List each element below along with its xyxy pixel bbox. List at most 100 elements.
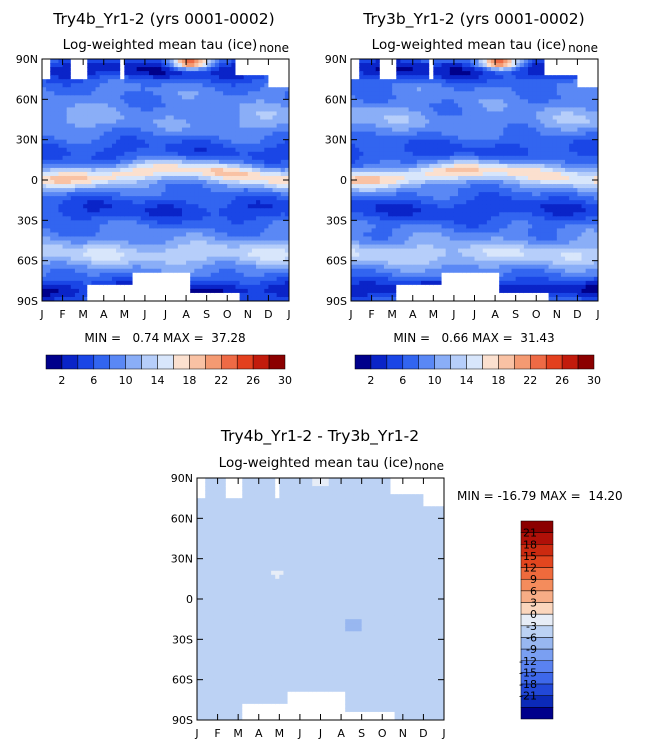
heatmap-cell bbox=[243, 91, 249, 96]
heatmap-cell bbox=[58, 99, 64, 104]
heatmap-cell bbox=[416, 244, 422, 250]
heatmap-cell bbox=[210, 175, 216, 181]
heatmap-cell bbox=[54, 284, 60, 290]
heatmap-cell bbox=[181, 292, 187, 298]
heatmap-cell bbox=[103, 232, 109, 238]
heatmap-cell bbox=[400, 63, 406, 68]
heatmap-cell bbox=[173, 252, 179, 258]
heatmap-cell bbox=[74, 252, 80, 258]
heatmap-cell bbox=[425, 123, 430, 129]
heatmap-cell bbox=[260, 276, 265, 282]
heatmap-cell bbox=[173, 63, 179, 68]
heatmap-cell bbox=[214, 155, 220, 161]
heatmap-cell bbox=[219, 75, 224, 80]
heatmap-cell bbox=[169, 296, 175, 301]
heatmap-cell bbox=[276, 216, 282, 221]
heatmap-cell bbox=[400, 268, 406, 274]
heatmap-cell bbox=[425, 59, 430, 64]
heatmap-cell bbox=[437, 220, 443, 225]
heatmap-cell bbox=[243, 103, 249, 108]
heatmap-cell bbox=[116, 200, 121, 205]
heatmap-cell bbox=[243, 212, 249, 217]
heatmap-cell bbox=[363, 59, 369, 64]
heatmap-cell bbox=[231, 220, 237, 225]
heatmap-cell bbox=[272, 159, 278, 165]
heatmap-cell bbox=[83, 272, 88, 278]
heatmap-cell bbox=[169, 220, 175, 225]
heatmap-cell bbox=[231, 147, 237, 153]
heatmap-cell bbox=[396, 196, 401, 201]
heatmap-cell bbox=[425, 127, 430, 133]
heatmap-cell bbox=[433, 159, 439, 165]
heatmap-cell bbox=[128, 139, 134, 145]
heatmap-cell bbox=[103, 280, 109, 286]
heatmap-cell bbox=[251, 67, 257, 72]
heatmap-cell bbox=[247, 167, 253, 173]
heatmap-cell bbox=[140, 296, 146, 301]
heatmap-cell bbox=[206, 123, 212, 129]
heatmap-cell bbox=[408, 147, 414, 153]
heatmap-cell bbox=[54, 91, 60, 96]
heatmap-cell bbox=[404, 248, 410, 254]
heatmap-cell bbox=[87, 95, 92, 100]
heatmap-cell bbox=[50, 63, 55, 68]
heatmap-cell bbox=[153, 260, 158, 266]
heatmap-cell bbox=[58, 151, 64, 157]
heatmap-cell bbox=[408, 83, 414, 88]
heatmap-cell bbox=[128, 244, 134, 250]
heatmap-cell bbox=[91, 163, 97, 169]
heatmap-cell bbox=[198, 115, 204, 121]
heatmap-cell bbox=[66, 184, 72, 189]
heatmap-cell bbox=[111, 228, 117, 234]
heatmap-cell bbox=[408, 180, 414, 185]
heatmap-cell bbox=[161, 240, 167, 246]
heatmap-cell bbox=[177, 184, 183, 189]
heatmap-cell bbox=[355, 103, 360, 108]
heatmap-cell bbox=[223, 276, 228, 282]
heatmap-cell bbox=[202, 139, 208, 145]
heatmap-cell bbox=[363, 184, 369, 189]
heatmap-cell bbox=[276, 87, 282, 92]
heatmap-cell bbox=[165, 123, 171, 129]
heatmap-cell bbox=[120, 208, 125, 213]
heatmap-cell bbox=[58, 143, 64, 149]
heatmap-cell bbox=[91, 192, 97, 197]
heatmap-cell bbox=[116, 188, 121, 193]
heatmap-cell bbox=[433, 171, 439, 177]
heatmap-cell bbox=[280, 171, 286, 177]
heatmap-cell bbox=[169, 200, 175, 205]
heatmap-cell bbox=[412, 143, 418, 149]
heatmap-cell bbox=[120, 256, 125, 262]
heatmap-cell bbox=[140, 159, 146, 165]
heatmap-cell bbox=[355, 268, 360, 274]
heatmap-cell bbox=[284, 151, 289, 157]
heatmap-cell bbox=[429, 204, 434, 209]
heatmap-cell bbox=[103, 123, 109, 129]
heatmap-cell bbox=[351, 83, 356, 88]
heatmap-cell bbox=[379, 67, 385, 72]
heatmap-cell bbox=[396, 284, 401, 290]
heatmap-cell bbox=[388, 204, 393, 209]
heatmap-cell bbox=[70, 184, 76, 189]
heatmap-cell bbox=[157, 232, 162, 238]
heatmap-cell bbox=[58, 180, 64, 185]
heatmap-cell bbox=[202, 163, 208, 169]
heatmap-cell bbox=[120, 288, 125, 294]
heatmap-cell bbox=[144, 75, 150, 80]
heatmap-cell bbox=[264, 192, 270, 197]
heatmap-cell bbox=[165, 59, 171, 64]
heatmap-cell bbox=[388, 216, 393, 221]
heatmap-cell bbox=[79, 208, 84, 213]
heatmap-cell bbox=[408, 171, 414, 177]
heatmap-cell bbox=[120, 163, 125, 169]
heatmap-cell bbox=[239, 155, 245, 161]
heatmap-cell bbox=[251, 79, 257, 84]
heatmap-cell bbox=[379, 119, 385, 125]
heatmap-cell bbox=[425, 228, 430, 234]
heatmap-cell bbox=[408, 99, 414, 104]
heatmap-cell bbox=[157, 192, 162, 197]
heatmap-cell bbox=[91, 240, 97, 246]
heatmap-cell bbox=[153, 147, 158, 153]
heatmap-cell bbox=[219, 103, 224, 108]
heatmap-cell bbox=[50, 268, 55, 274]
